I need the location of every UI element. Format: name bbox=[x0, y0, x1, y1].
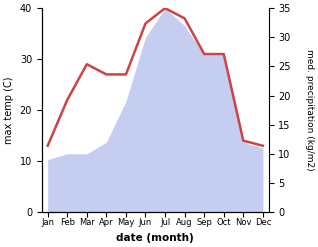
Y-axis label: med. precipitation (kg/m2): med. precipitation (kg/m2) bbox=[305, 49, 314, 171]
Y-axis label: max temp (C): max temp (C) bbox=[4, 76, 14, 144]
X-axis label: date (month): date (month) bbox=[116, 233, 194, 243]
